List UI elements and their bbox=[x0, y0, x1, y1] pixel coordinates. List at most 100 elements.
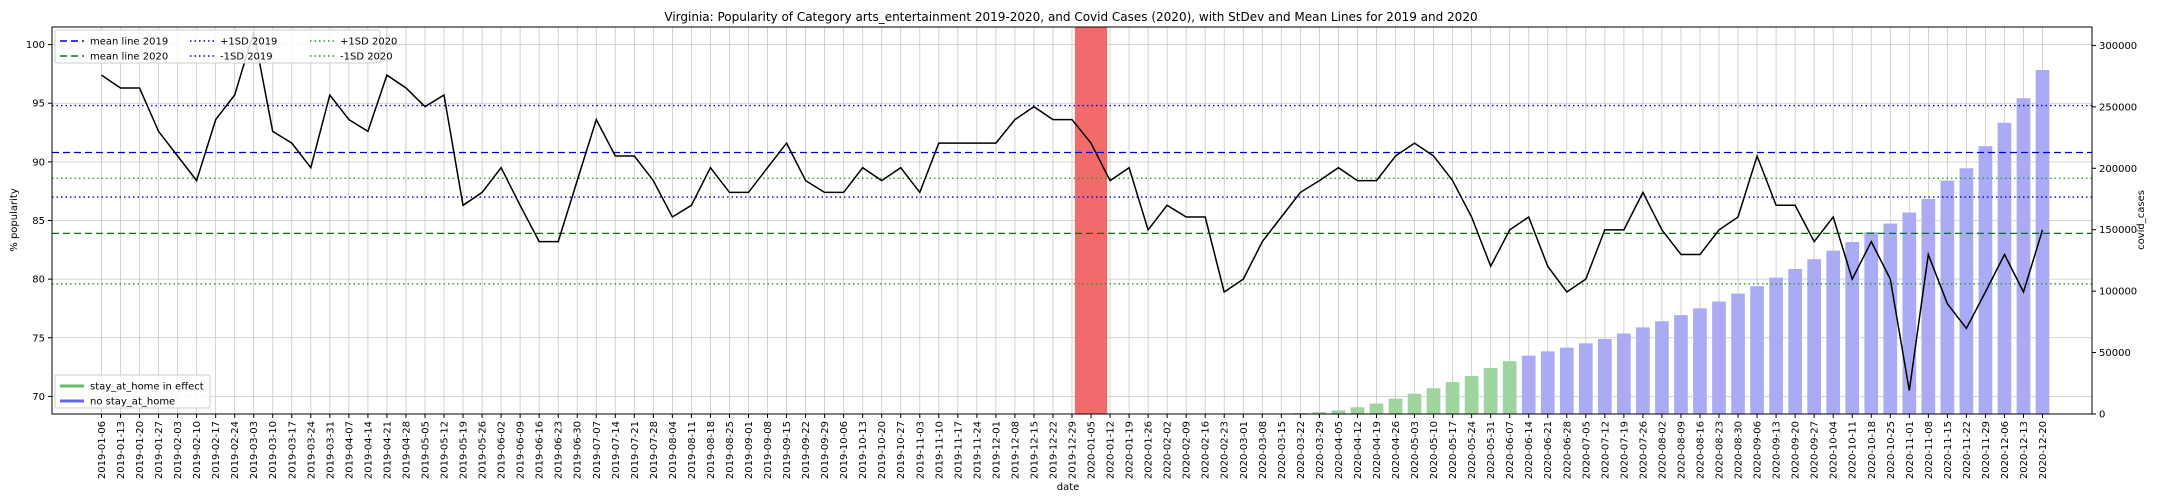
x-tick-label: 2020-03-29 bbox=[1315, 421, 1326, 479]
covid-bar bbox=[1388, 398, 1403, 414]
x-tick-label: 2020-05-10 bbox=[1429, 421, 1440, 479]
covid-bar bbox=[1312, 412, 1327, 414]
covid-bar bbox=[1445, 382, 1460, 414]
covid-bar bbox=[1997, 122, 2012, 414]
x-tick-label: 2020-06-21 bbox=[1543, 421, 1554, 479]
x-tick-label: 2020-03-22 bbox=[1296, 421, 1307, 479]
x-tick-label: 2020-11-22 bbox=[1962, 421, 1973, 479]
x-tick-label: 2020-10-18 bbox=[1867, 421, 1878, 479]
x-tick-label: 2019-04-14 bbox=[363, 421, 374, 479]
legend-top-label: mean line 2019 bbox=[90, 37, 168, 48]
x-tick-label: 2020-07-12 bbox=[1600, 421, 1611, 479]
x-tick-label: 2020-04-12 bbox=[1353, 421, 1364, 479]
x-tick-label: 2019-01-13 bbox=[116, 421, 127, 479]
x-tick-label: 2020-02-23 bbox=[1220, 421, 1231, 479]
x-tick-label: 2020-07-26 bbox=[1638, 421, 1649, 479]
x-tick-label: 2019-08-18 bbox=[706, 421, 717, 479]
x-tick-label: 2019-12-15 bbox=[1029, 421, 1040, 479]
x-tick-label: 2020-08-30 bbox=[1734, 421, 1745, 479]
x-tick-label: 2020-08-09 bbox=[1677, 421, 1688, 479]
covid-bar bbox=[1693, 308, 1707, 414]
y-tick-label: 85 bbox=[32, 216, 45, 227]
legend-bottom-box bbox=[54, 374, 211, 409]
y-tick-label: 95 bbox=[32, 99, 45, 110]
x-tick-label: 2019-09-22 bbox=[801, 421, 812, 479]
x-tick-label: 2019-07-21 bbox=[630, 421, 641, 479]
x-axis-title: date bbox=[1057, 482, 1080, 493]
x-tick-label: 2019-04-21 bbox=[382, 421, 393, 479]
covid-bar bbox=[1959, 168, 1974, 414]
x-tick-label: 2019-02-10 bbox=[192, 421, 203, 479]
x-tick-label: 2020-05-17 bbox=[1448, 421, 1459, 479]
x-tick-label: 2020-07-05 bbox=[1581, 421, 1592, 479]
x-tick-label: 2019-03-24 bbox=[306, 421, 317, 479]
x-tick-label: 2019-06-16 bbox=[535, 421, 546, 479]
y2-tick-label: 300000 bbox=[2099, 41, 2137, 52]
x-tick-label: 2019-11-17 bbox=[953, 421, 964, 479]
x-tick-label: 2019-07-28 bbox=[649, 421, 660, 479]
covid-bar bbox=[1978, 146, 1993, 414]
covid-bar bbox=[1369, 403, 1384, 414]
covid-bar bbox=[1674, 315, 1688, 414]
x-tick-label: 2020-05-31 bbox=[1486, 421, 1497, 479]
covid-bar bbox=[1426, 388, 1441, 414]
legend-top-label: -1SD 2019 bbox=[220, 52, 273, 63]
x-tick-label: 2019-10-20 bbox=[877, 421, 888, 479]
popularity-line bbox=[101, 31, 2044, 391]
y2-tick-label: 250000 bbox=[2099, 102, 2137, 113]
x-tick-label: 2020-12-06 bbox=[2000, 421, 2011, 479]
y2-tick-label: 50000 bbox=[2099, 348, 2131, 359]
x-tick-label: 2020-11-08 bbox=[1924, 421, 1935, 479]
x-tick-label: 2020-04-19 bbox=[1372, 421, 1383, 479]
legend-top-box bbox=[54, 29, 381, 64]
covid-bar bbox=[1655, 321, 1669, 414]
x-tick-label: 2019-08-11 bbox=[687, 421, 698, 479]
x-tick-label: 2019-10-13 bbox=[858, 421, 869, 479]
x-tick-label: 2020-08-23 bbox=[1715, 421, 1726, 479]
covid-bar bbox=[1559, 347, 1574, 414]
x-tick-label: 2019-05-19 bbox=[459, 421, 470, 479]
x-tick-label: 2019-11-24 bbox=[972, 421, 983, 479]
covid-bar bbox=[1921, 199, 1936, 414]
x-tick-label: 2020-10-11 bbox=[1848, 421, 1859, 479]
y-tick-label: 80 bbox=[32, 275, 45, 286]
x-tick-label: 2020-03-01 bbox=[1239, 421, 1250, 479]
x-tick-label: 2019-02-24 bbox=[230, 421, 241, 479]
y2-tick-label: 200000 bbox=[2099, 164, 2137, 175]
legend-bottom-label: no stay_at_home bbox=[90, 397, 175, 408]
x-tick-label: 2020-09-13 bbox=[1772, 421, 1783, 479]
x-tick-label: 2020-09-27 bbox=[1810, 421, 1821, 479]
y2-tick-label: 0 bbox=[2099, 410, 2105, 421]
y-axis-title: % popularity bbox=[9, 188, 20, 252]
x-tick-label: 2020-12-20 bbox=[2038, 421, 2049, 479]
x-tick-label: 2020-02-09 bbox=[1182, 421, 1193, 479]
covid-bar bbox=[1864, 232, 1879, 414]
x-tick-label: 2019-09-15 bbox=[782, 421, 793, 479]
covid-bar bbox=[1350, 407, 1365, 414]
x-tick-label: 2019-05-05 bbox=[421, 421, 432, 479]
x-tick-label: 2019-10-06 bbox=[839, 421, 850, 479]
x-tick-label: 2020-01-26 bbox=[1144, 421, 1155, 479]
y2-tick-label: 150000 bbox=[2099, 225, 2137, 236]
covid-bar bbox=[1502, 361, 1517, 414]
x-tick-label: 2019-06-30 bbox=[573, 421, 584, 479]
x-tick-label: 2019-09-29 bbox=[820, 421, 831, 479]
x-tick-label: 2020-03-15 bbox=[1277, 421, 1288, 479]
x-tick-label: 2019-04-07 bbox=[344, 421, 355, 479]
x-tick-label: 2019-03-10 bbox=[268, 421, 279, 479]
x-tick-label: 2019-03-03 bbox=[249, 421, 260, 479]
y-tick-label: 75 bbox=[32, 333, 45, 344]
x-tick-label: 2019-12-01 bbox=[991, 421, 1002, 479]
y-tick-label: 70 bbox=[32, 392, 45, 403]
covid-bar bbox=[1807, 259, 1822, 414]
x-tick-label: 2020-01-12 bbox=[1106, 421, 1117, 479]
legend-top-label: +1SD 2020 bbox=[340, 37, 397, 48]
x-tick-label: 2020-12-13 bbox=[2019, 421, 2030, 479]
x-tick-label: 2019-02-03 bbox=[173, 421, 184, 479]
plot-area: 70 75 80 85 90 95 100 0 50000 100000 150000 200000 2… bbox=[26, 26, 2137, 479]
x-tick-label: 2020-05-24 bbox=[1467, 421, 1478, 479]
legend-top-label: +1SD 2019 bbox=[220, 37, 277, 48]
covid-bar bbox=[2016, 98, 2031, 414]
x-tick-label: 2020-06-28 bbox=[1562, 421, 1573, 479]
x-tick-label: 2019-12-22 bbox=[1049, 421, 1060, 479]
